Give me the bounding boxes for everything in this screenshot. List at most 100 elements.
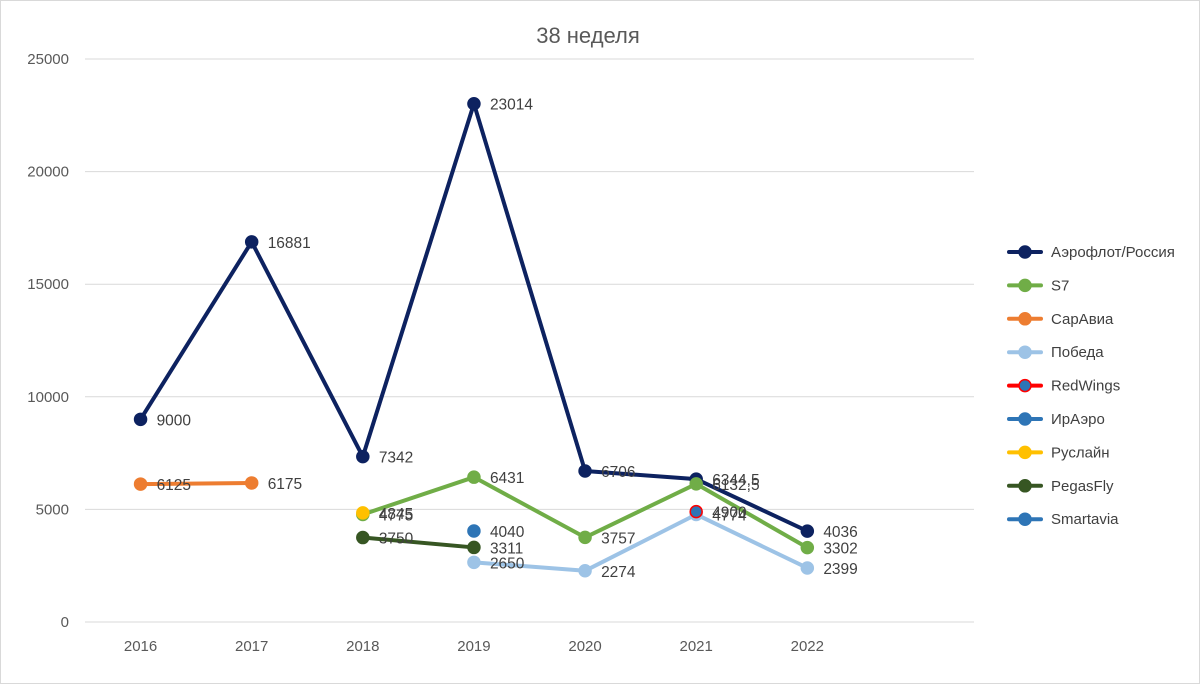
series-8 [356, 530, 481, 555]
data-point [467, 470, 481, 484]
data-label: 4775 [379, 507, 413, 524]
legend-marker [1018, 345, 1032, 359]
legend-item: RedWings [1007, 378, 1120, 395]
series-line [471, 512, 810, 573]
y-tick-label: 5000 [36, 501, 69, 518]
data-point [689, 477, 703, 491]
data-label: 4900 [712, 505, 747, 522]
data-label: 3302 [823, 541, 857, 558]
data-label: 9000 [157, 412, 192, 429]
series-line [138, 480, 254, 487]
legend-marker [1018, 245, 1032, 259]
legend-item: Аэрофлот/Россия [1007, 244, 1175, 261]
data-point [467, 540, 481, 555]
legend-item: PegasFly [1007, 478, 1114, 495]
data-labels: 9000 16881 7342 23014 6706 6344,5 4036 4775 6431… [157, 97, 858, 581]
legend-marker [1018, 512, 1032, 526]
legend-label: Руслайн [1051, 444, 1110, 461]
data-point [467, 555, 481, 570]
series-3 [133, 476, 259, 491]
legend-item: S7 [1007, 277, 1069, 294]
y-tick-label: 25000 [27, 51, 69, 68]
data-label: 4845 [379, 506, 413, 523]
data-label: 2399 [823, 561, 857, 578]
series-line [360, 535, 476, 550]
x-tick-label: 2020 [568, 638, 601, 655]
legend-item: Smartavia [1007, 511, 1119, 528]
data-point [800, 524, 815, 538]
chart-title: 38 неделя [536, 23, 640, 48]
data-label: 3750 [379, 531, 414, 548]
data-label: 6132,5 [712, 477, 759, 494]
data-label: 23014 [490, 97, 533, 114]
legend-label: ИрАэро [1051, 411, 1105, 428]
data-label: 2650 [490, 555, 525, 572]
legend-marker [1018, 445, 1032, 460]
legend-item: Руслайн [1007, 444, 1110, 461]
data-label: 4040 [490, 524, 525, 541]
data-point [689, 504, 703, 519]
data-point [578, 564, 592, 578]
legend-label: S7 [1051, 277, 1069, 294]
legend-marker [1018, 479, 1032, 493]
data-label: 16881 [268, 235, 311, 252]
x-tick-label: 2019 [457, 638, 490, 655]
data-label: 6125 [157, 477, 191, 494]
grid-lines [85, 58, 974, 623]
legend-label: Победа [1051, 344, 1104, 361]
data-label: 3311 [490, 540, 523, 557]
data-point [467, 96, 481, 111]
series-lines [133, 96, 815, 578]
legend-label: PegasFly [1051, 478, 1114, 495]
legend-label: СарАвиа [1051, 311, 1114, 328]
y-tick-label: 15000 [27, 276, 69, 293]
data-label: 4774 [712, 507, 747, 524]
legend-marker [1018, 412, 1032, 426]
data-label: 3757 [601, 530, 635, 547]
legend-item: ИрАэро [1007, 411, 1105, 428]
data-point [800, 561, 815, 575]
series-5 [689, 504, 703, 519]
data-point [800, 540, 815, 555]
data-point [244, 476, 259, 490]
y-tick-label: 0 [61, 614, 69, 631]
x-tick-label: 2016 [124, 638, 157, 655]
data-label: 4036 [823, 524, 857, 541]
legend-label: Smartavia [1051, 511, 1119, 528]
x-tick-label: 2018 [346, 638, 379, 655]
series-line [138, 101, 810, 534]
legend-marker [1018, 378, 1032, 393]
data-point [356, 506, 370, 520]
legend-item: Победа [1007, 344, 1104, 361]
data-label: 2274 [601, 564, 636, 581]
series-7 [356, 506, 370, 520]
data-label: 6175 [268, 476, 302, 493]
x-tick-label: 2017 [235, 638, 268, 655]
data-point [356, 449, 370, 464]
data-label: 7342 [379, 450, 413, 467]
legend-label: RedWings [1051, 378, 1120, 395]
legend-item: СарАвиа [1007, 311, 1114, 328]
data-point [244, 235, 259, 249]
data-point [467, 524, 481, 538]
legend-marker [1018, 312, 1032, 326]
data-point [133, 412, 148, 427]
series-6 [467, 524, 481, 538]
data-label: 6431 [490, 470, 524, 487]
x-tick-label: 2021 [680, 638, 713, 655]
data-point [578, 464, 592, 478]
x-tick-label: 2022 [791, 638, 824, 655]
legend-marker [1018, 278, 1032, 293]
y-tick-label: 20000 [27, 164, 69, 181]
data-label: 6706 [601, 464, 635, 481]
data-point [578, 530, 592, 545]
data-point [356, 530, 370, 545]
axis-ticks: 0 5000 10000 15000 20000 25000 2016 2017 2018 201… [27, 51, 824, 655]
data-point [133, 477, 148, 491]
y-tick-label: 10000 [27, 389, 69, 406]
data-label: 6344,5 [712, 472, 759, 489]
legend: Аэрофлот/Россия S7 СарАвиа Победа RedWings Ир… [1007, 244, 1175, 528]
legend-label: Аэрофлот/Россия [1051, 244, 1175, 261]
